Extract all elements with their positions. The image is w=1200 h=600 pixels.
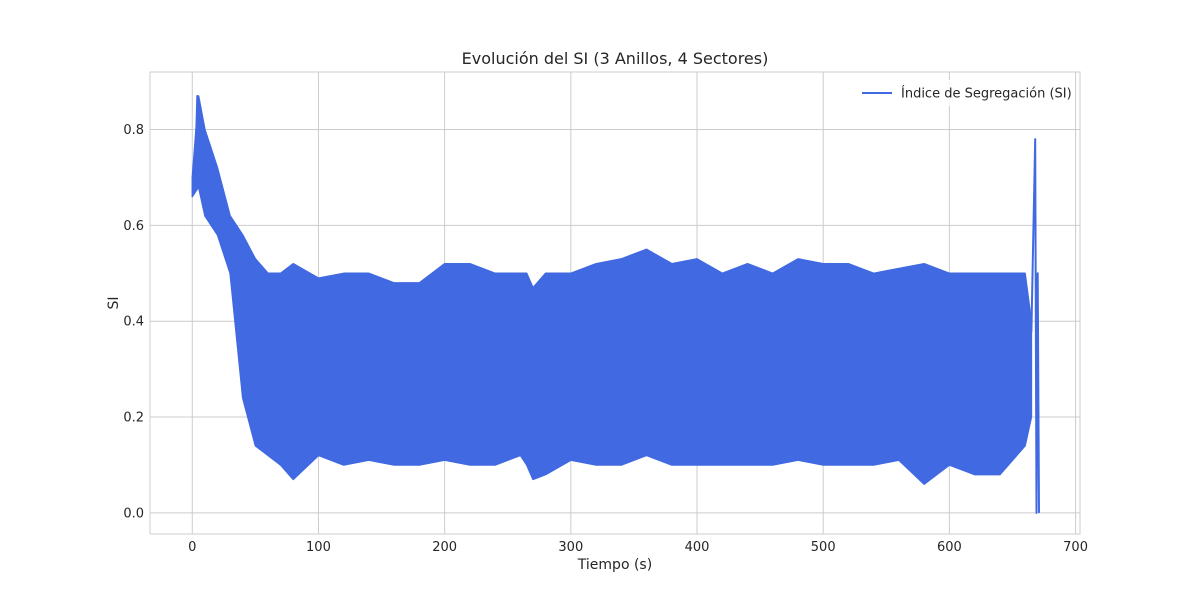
x-tick-label: 600 bbox=[937, 540, 962, 555]
x-axis: 0 100 200 300 400 500 600 700 bbox=[188, 540, 1088, 555]
y-tick-label: 0.0 bbox=[123, 506, 144, 521]
x-tick-label: 300 bbox=[558, 540, 583, 555]
series-band bbox=[191, 95, 1033, 485]
x-tick-label: 0 bbox=[188, 540, 196, 555]
x-tick-label: 100 bbox=[306, 540, 331, 555]
series-line bbox=[191, 95, 1040, 514]
chart-title: Evolución del SI (3 Anillos, 4 Sectores) bbox=[462, 49, 769, 68]
x-tick-label: 400 bbox=[685, 540, 710, 555]
y-axis-label: SI bbox=[106, 296, 122, 309]
series-layer bbox=[191, 95, 1040, 514]
legend: Índice de Segregación (SI) bbox=[851, 80, 1073, 106]
y-tick-label: 0.4 bbox=[123, 315, 144, 330]
y-tick-label: 0.6 bbox=[123, 219, 144, 234]
x-tick-label: 500 bbox=[811, 540, 836, 555]
x-axis-label: Tiempo (s) bbox=[577, 557, 652, 573]
series-envelope bbox=[191, 95, 1033, 485]
x-tick-label: 200 bbox=[432, 540, 457, 555]
y-axis: 0.0 0.2 0.4 0.6 0.8 bbox=[123, 123, 144, 521]
y-tick-label: 0.2 bbox=[123, 411, 144, 426]
y-tick-label: 0.8 bbox=[123, 123, 144, 138]
legend-label: Índice de Segregación (SI) bbox=[901, 86, 1072, 102]
x-tick-label: 700 bbox=[1063, 540, 1088, 555]
